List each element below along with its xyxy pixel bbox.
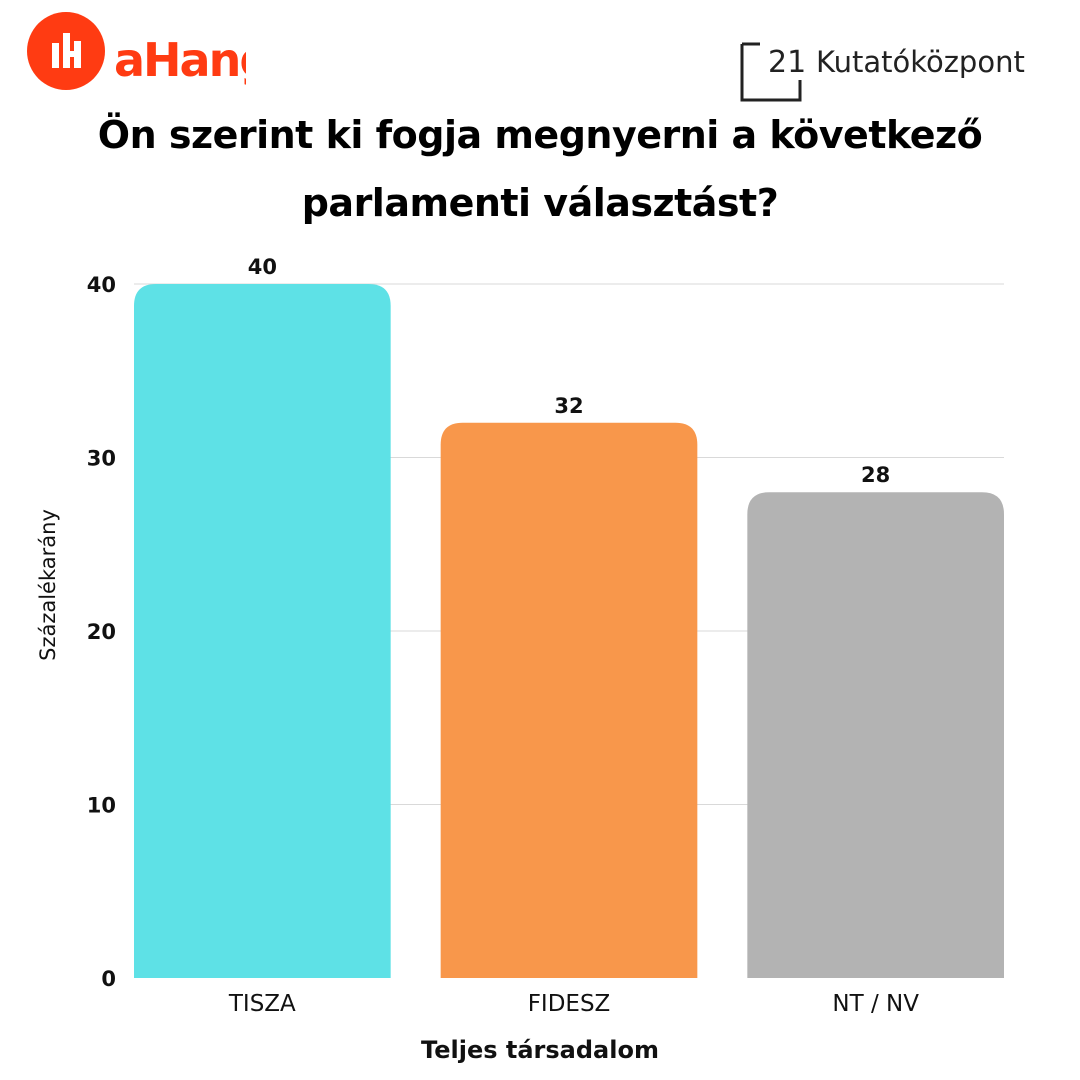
data-label: 28 [861, 463, 890, 487]
data-label: 40 [248, 255, 277, 279]
x-tick-label: FIDESZ [528, 991, 611, 1017]
x-axis-label: Teljes társadalom [421, 1036, 659, 1064]
y-tick-label: 30 [87, 447, 116, 471]
y-axis-label: Százalékarány [36, 509, 60, 661]
x-axis-ticks: TISZA FIDESZ NT / NV [228, 991, 919, 1017]
kutatokozpont-logo-text: Kutatóközpont [816, 45, 1025, 79]
y-tick-label: 40 [87, 273, 116, 297]
chart-title-line-2: parlamenti választást? [301, 181, 779, 225]
bars-layer [134, 284, 1004, 978]
ahang-logo-text: aHang [114, 33, 246, 87]
x-tick-label: NT / NV [832, 991, 919, 1017]
y-tick-label: 10 [87, 794, 116, 818]
bar-fidesz [440, 422, 698, 978]
kutatokozpont-logo-number: 21 [768, 45, 806, 80]
chart-title-line-1: Ön szerint ki fogja megnyerni a következ… [97, 113, 983, 157]
data-labels-layer: 40 32 28 [248, 255, 891, 487]
x-tick-label: TISZA [228, 991, 296, 1017]
bar-chart-icon [52, 33, 81, 68]
ahang-logo: aHang [27, 12, 246, 90]
bracket-frame-icon [740, 42, 802, 102]
bar-tisza [134, 284, 391, 978]
bar-nt-nv [747, 492, 1004, 978]
y-axis-ticks: 0 10 20 30 40 [87, 273, 116, 991]
y-tick-label: 0 [101, 967, 116, 991]
kutatokozpont-logo: 21 Kutatóközpont [740, 42, 1025, 102]
y-tick-label: 20 [87, 620, 116, 644]
data-label: 32 [554, 394, 583, 418]
